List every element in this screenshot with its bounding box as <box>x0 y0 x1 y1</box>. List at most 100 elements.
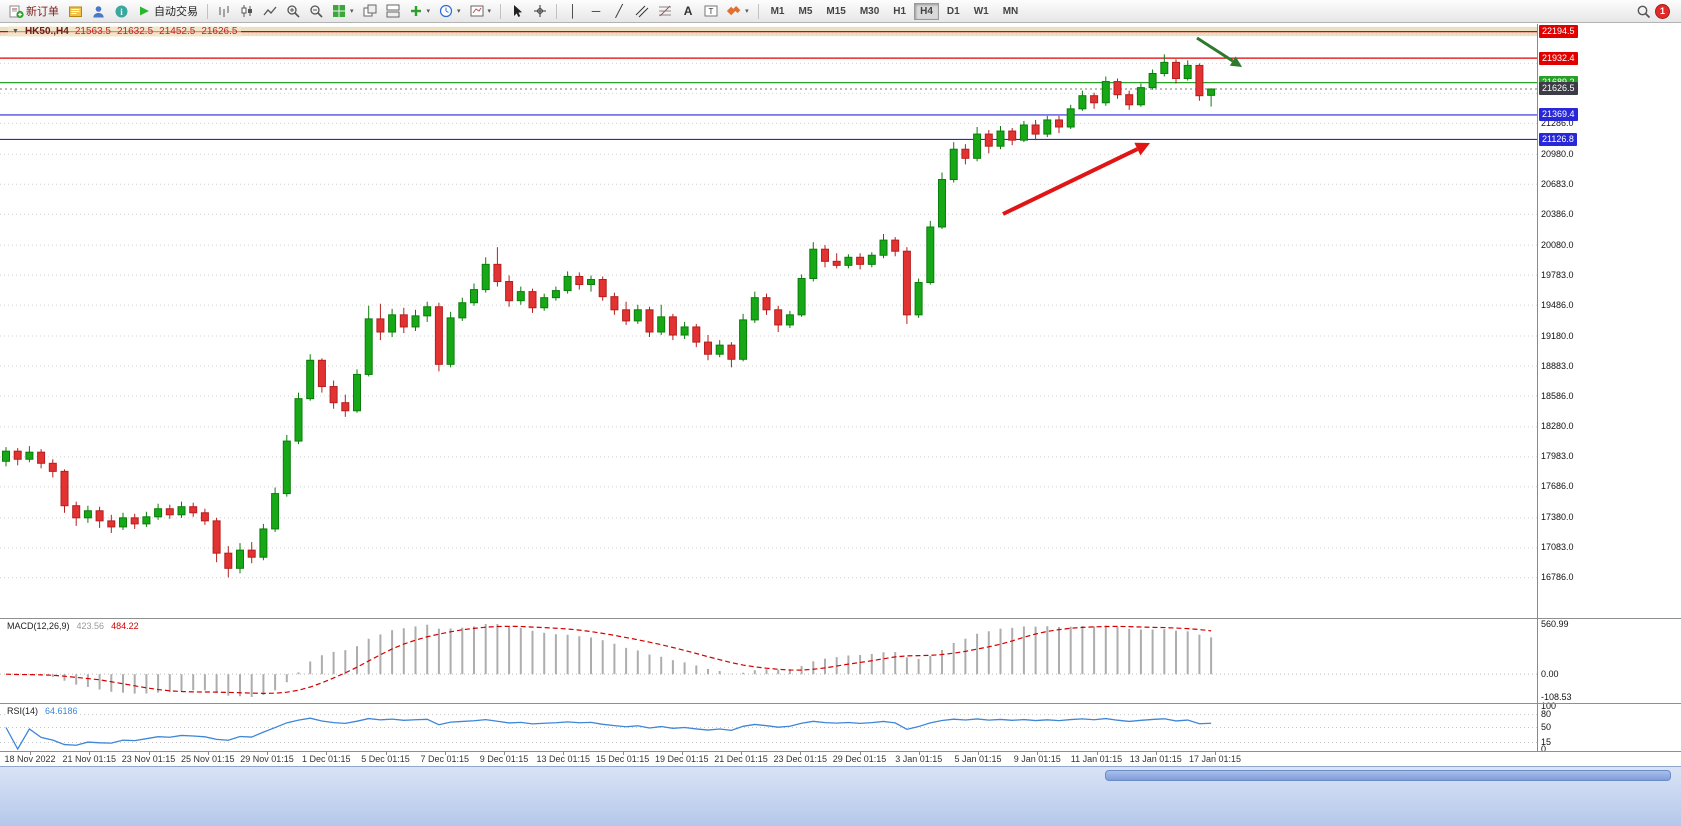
chart-canvas[interactable] <box>0 24 1537 618</box>
price-axis-label: 18586.0 <box>1541 390 1574 401</box>
notification-badge[interactable]: 1 <box>1655 3 1670 19</box>
candle <box>388 314 397 333</box>
channel-icon <box>635 4 649 18</box>
candle <box>399 314 408 328</box>
timeframe-h1-button[interactable]: H1 <box>887 3 912 20</box>
candle <box>879 239 888 256</box>
time-tick <box>326 752 328 755</box>
arrange-button[interactable] <box>382 1 404 21</box>
profile-button[interactable] <box>87 1 109 21</box>
add-indicator-button[interactable]: ▾ <box>405 1 435 21</box>
template-button[interactable]: ▾ <box>466 1 496 21</box>
rsi-panel[interactable] <box>0 704 1537 751</box>
timeframe-d1-button[interactable]: D1 <box>941 3 966 20</box>
new-order-button[interactable]: 新订单 <box>5 1 63 21</box>
search-button[interactable] <box>1632 1 1654 21</box>
cascade-button[interactable] <box>359 1 381 21</box>
time-axis-label: 19 Dec 01:15 <box>654 754 709 764</box>
svg-text:T: T <box>709 7 714 16</box>
price-axis-label: 18280.0 <box>1541 421 1574 432</box>
timeframe-w1-button[interactable]: W1 <box>968 3 995 20</box>
candle <box>575 275 584 286</box>
time-tick <box>800 752 802 755</box>
candle <box>294 398 303 442</box>
timeframe-m15-button[interactable]: M15 <box>820 3 851 20</box>
new-order-icon <box>9 4 24 19</box>
macd-canvas[interactable] <box>0 619 1537 703</box>
crosshair-button[interactable] <box>529 1 551 21</box>
timeframe-m30-button[interactable]: M30 <box>854 3 885 20</box>
timeframe-h4-button[interactable]: H4 <box>914 2 939 20</box>
time-tick <box>207 752 209 755</box>
profile-icon <box>91 4 105 19</box>
horizontal-scrollbar-thumb[interactable] <box>1105 770 1671 781</box>
candle <box>1148 72 1157 89</box>
candle <box>1043 119 1052 135</box>
candle <box>516 291 525 302</box>
zoom-out-button[interactable] <box>305 1 327 21</box>
market-watch-icon <box>68 4 82 19</box>
macd-panel[interactable] <box>0 619 1537 703</box>
horizontal-line-button[interactable]: ─ <box>585 1 607 21</box>
candle <box>563 275 572 292</box>
period-button[interactable]: ▾ <box>435 1 465 21</box>
candle <box>1090 95 1099 104</box>
candle <box>423 306 432 317</box>
candle <box>48 462 57 472</box>
label-button[interactable]: T <box>700 1 722 21</box>
red-trend-arrow <box>1002 147 1139 216</box>
bar-chart-button[interactable] <box>213 1 235 21</box>
time-axis-label: 13 Jan 01:15 <box>1129 754 1182 764</box>
timeframe-m5-button[interactable]: M5 <box>792 3 818 20</box>
candlestick-chart-button[interactable] <box>236 1 258 21</box>
candle <box>306 359 315 400</box>
main-chart-panel[interactable] <box>0 24 1537 618</box>
candle <box>949 148 958 181</box>
search-icon <box>1636 4 1651 19</box>
trendline-button[interactable]: ╱ <box>608 1 630 21</box>
candle <box>1172 61 1180 80</box>
candle <box>1136 87 1145 106</box>
candle <box>973 133 982 159</box>
candle <box>247 549 256 558</box>
candle <box>177 506 186 516</box>
text-button[interactable]: A <box>677 1 699 21</box>
auto-trading-button[interactable]: 自动交易 <box>133 1 202 21</box>
candle <box>154 508 163 518</box>
shapes-icon <box>727 4 741 18</box>
community-button[interactable]: i <box>110 1 132 21</box>
channel-button[interactable] <box>631 1 653 21</box>
time-axis-label: 5 Dec 01:15 <box>361 754 410 764</box>
market-watch-button[interactable] <box>64 1 86 21</box>
fibonacci-button[interactable] <box>654 1 676 21</box>
price-axis-label: 19180.0 <box>1541 330 1574 341</box>
candle <box>551 290 560 299</box>
tile-windows-button[interactable]: ▾ <box>328 1 358 21</box>
add-indicator-icon <box>409 4 423 18</box>
timeframe-m1-button[interactable]: M1 <box>765 3 791 20</box>
vertical-line-button[interactable]: │ <box>562 1 584 21</box>
time-axis[interactable]: 18 Nov 2022 21 Nov 01:15 23 Nov 01:15 25 No… <box>0 752 1681 766</box>
rsi-name: RSI(14) <box>7 706 39 716</box>
symbol-collapse-icon: ▼ <box>12 28 19 35</box>
time-axis-label: 21 Dec 01:15 <box>714 754 768 764</box>
time-axis-label: 3 Jan 01:15 <box>895 754 943 764</box>
panel-separator[interactable] <box>0 703 1681 704</box>
candle <box>914 282 923 316</box>
candle <box>809 248 818 279</box>
zoom-in-button[interactable] <box>282 1 304 21</box>
time-axis-label: 29 Nov 01:15 <box>240 754 294 764</box>
price-axis[interactable]: 21286.0 20980.0 20683.0 20386.0 20080.0 19783… <box>1537 24 1681 754</box>
new-order-label: 新订单 <box>26 6 59 18</box>
ohlc-header: ▼ HK50.,H4 21563.5 21632.5 21452.5 21626… <box>8 26 242 37</box>
cursor-button[interactable] <box>506 1 528 21</box>
time-axis-label: 9 Dec 01:15 <box>479 754 529 764</box>
toolbar-separator <box>757 3 759 19</box>
time-axis-label: 1 Dec 01:15 <box>301 754 351 764</box>
rsi-canvas[interactable] <box>0 704 1537 751</box>
macd-label-row: MACD(12,26,9) 423.56 484.22 <box>7 621 139 631</box>
timeframe-mn-button[interactable]: MN <box>997 3 1025 20</box>
line-chart-button[interactable] <box>259 1 281 21</box>
shapes-button[interactable]: ▾ <box>723 1 753 21</box>
panel-separator[interactable] <box>0 618 1681 619</box>
